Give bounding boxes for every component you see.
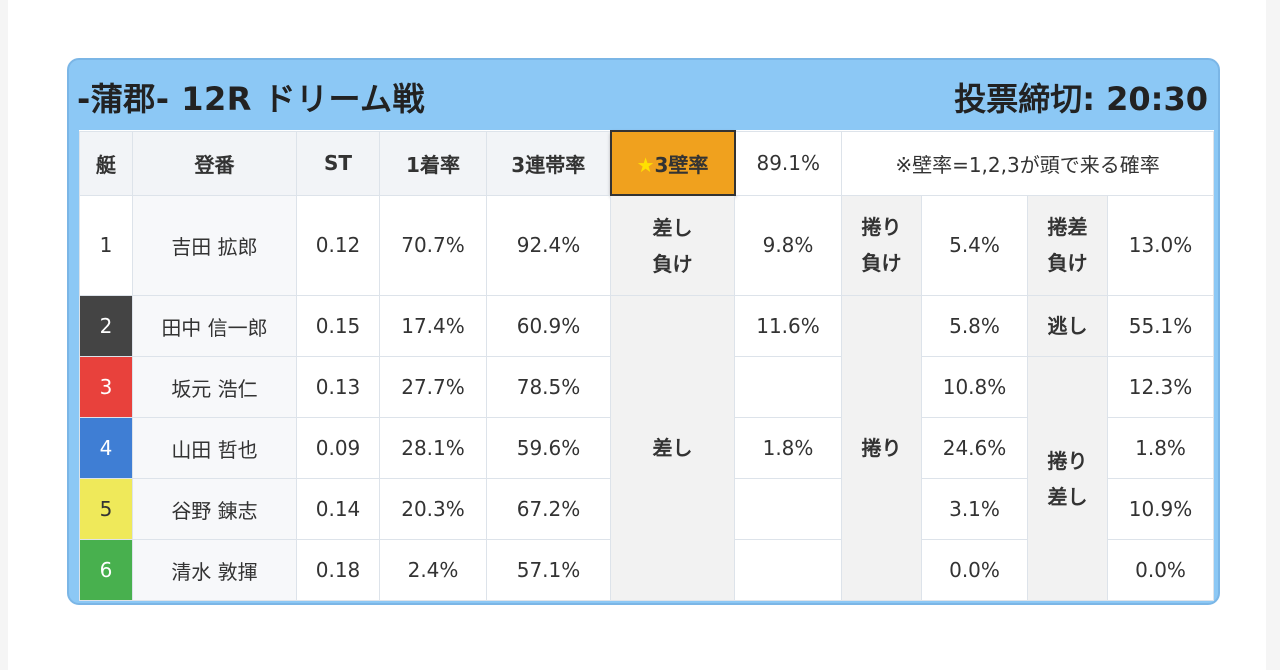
win-rate-value: 70.7% — [379, 194, 487, 296]
makuri-make-label: 捲り 負け — [841, 194, 922, 296]
table-row: 1 吉田 拡郎 0.12 70.7% 92.4% 差し 負け 9.8% 捲り 負… — [79, 194, 1215, 296]
wall-rate-value: 89.1% — [734, 130, 842, 196]
makurizashi-value: 12.3% — [1106, 356, 1215, 418]
col-st: ST — [296, 130, 380, 196]
page: -蒲郡- 12R ドリーム戦 投票締切: 20:30 艇 登番 ST 1着率 3… — [8, 0, 1266, 670]
makurizashi-value: 10.9% — [1106, 478, 1215, 540]
boat-number: 5 — [79, 478, 133, 540]
makuri-make-line2: 負け — [861, 251, 902, 276]
sashi-make-line2: 負け — [652, 251, 693, 276]
sashi-value — [734, 539, 842, 601]
sashi-value: 1.8% — [734, 417, 842, 479]
top3-rate-value: 60.9% — [486, 295, 611, 357]
col-racer: 登番 — [132, 130, 297, 196]
table-row: 2 田中 信一郎 0.15 17.4% 60.9% 差し 11.6% 捲り 5.… — [79, 295, 1215, 601]
makurizashi-make-line2: 負け — [1047, 251, 1088, 276]
sashi-make-line1: 差し — [652, 215, 693, 240]
racer-name[interactable]: 谷野 錬志 — [132, 478, 297, 540]
wall-rate-button[interactable]: ★3壁率 — [609, 130, 736, 196]
sashi-value — [734, 356, 842, 418]
col-boat: 艇 — [79, 130, 133, 196]
win-rate-value: 2.4% — [379, 539, 487, 601]
makuri-value: 24.6% — [921, 417, 1028, 479]
makuri-make-value: 5.4% — [921, 194, 1028, 296]
racer-name[interactable]: 山田 哲也 — [132, 417, 297, 479]
boat-number: 1 — [79, 194, 133, 296]
wall-rate-note: ※壁率=1,2,3が頭で来る確率 — [840, 130, 1215, 196]
sashi-make-value: 9.8% — [734, 194, 842, 296]
makurizashi-label: 捲り 差し — [1027, 356, 1108, 601]
makurizashi-line1: 捲り — [1047, 448, 1088, 473]
makuri-value: 0.0% — [921, 539, 1028, 601]
racer-name[interactable]: 坂元 浩仁 — [132, 356, 297, 418]
makurizashi-make-line1: 捲差 — [1047, 215, 1088, 240]
card-header: -蒲郡- 12R ドリーム戦 投票締切: 20:30 — [69, 60, 1218, 132]
boat-number: 3 — [79, 356, 133, 418]
col-top3-rate: 3連帯率 — [486, 130, 611, 196]
win-rate-value: 27.7% — [379, 356, 487, 418]
sashi-label: 差し — [610, 295, 735, 601]
table-row: 5 谷野 錬志 0.14 20.3% 67.2% 3.1% 10.9% — [79, 478, 1215, 540]
win-rate-value: 28.1% — [379, 417, 487, 479]
race-title: -蒲郡- 12R ドリーム戦 — [77, 80, 426, 118]
makuri-value: 5.8% — [921, 295, 1028, 357]
makuri-make-line1: 捲り — [861, 215, 902, 240]
st-value: 0.13 — [296, 356, 380, 418]
makurizashi-make-label: 捲差 負け — [1027, 194, 1108, 296]
top3-rate-value: 92.4% — [486, 194, 611, 296]
wall-rate-label: 3壁率 — [654, 152, 709, 177]
sashi-make-label: 差し 負け — [610, 194, 735, 296]
st-value: 0.15 — [296, 295, 380, 357]
top3-rate-value: 67.2% — [486, 478, 611, 540]
nige-label: 逃し — [1027, 295, 1108, 357]
makurizashi-make-value: 13.0% — [1106, 194, 1215, 296]
top3-rate-value: 78.5% — [486, 356, 611, 418]
race-table: 艇 登番 ST 1着率 3連帯率 ★3壁率 89.1% ※壁率=1,2,3が頭で… — [79, 130, 1215, 601]
sashi-value: 11.6% — [734, 295, 842, 357]
header-row: 艇 登番 ST 1着率 3連帯率 ★3壁率 89.1% ※壁率=1,2,3が頭で… — [79, 130, 1215, 196]
col-win-rate: 1着率 — [379, 130, 487, 196]
win-rate-value: 20.3% — [379, 478, 487, 540]
makurizashi-line2: 差し — [1047, 484, 1088, 509]
makuri-value: 3.1% — [921, 478, 1028, 540]
st-value: 0.09 — [296, 417, 380, 479]
st-value: 0.18 — [296, 539, 380, 601]
table-row: 6 清水 敦揮 0.18 2.4% 57.1% 0.0% 0.0% — [79, 539, 1215, 601]
boat-number: 6 — [79, 539, 133, 601]
top3-rate-value: 57.1% — [486, 539, 611, 601]
st-value: 0.14 — [296, 478, 380, 540]
racer-name[interactable]: 清水 敦揮 — [132, 539, 297, 601]
racer-name[interactable]: 田中 信一郎 — [132, 295, 297, 357]
nige-value: 55.1% — [1106, 295, 1215, 357]
top3-rate-value: 59.6% — [486, 417, 611, 479]
racer-name[interactable]: 吉田 拡郎 — [132, 194, 297, 296]
st-value: 0.12 — [296, 194, 380, 296]
star-icon: ★ — [636, 152, 655, 177]
win-rate-value: 17.4% — [379, 295, 487, 357]
sashi-value — [734, 478, 842, 540]
boat-number: 4 — [79, 417, 133, 479]
makurizashi-value: 0.0% — [1106, 539, 1215, 601]
race-card: -蒲郡- 12R ドリーム戦 投票締切: 20:30 艇 登番 ST 1着率 3… — [67, 58, 1220, 605]
makuri-label: 捲り — [841, 295, 922, 601]
makurizashi-value: 1.8% — [1106, 417, 1215, 479]
table-row: 3 坂元 浩仁 0.13 27.7% 78.5% 10.8% 捲り 差し 12.… — [79, 356, 1215, 601]
makuri-value: 10.8% — [921, 356, 1028, 418]
vote-deadline: 投票締切: 20:30 — [954, 80, 1208, 118]
boat-number: 2 — [79, 295, 133, 357]
